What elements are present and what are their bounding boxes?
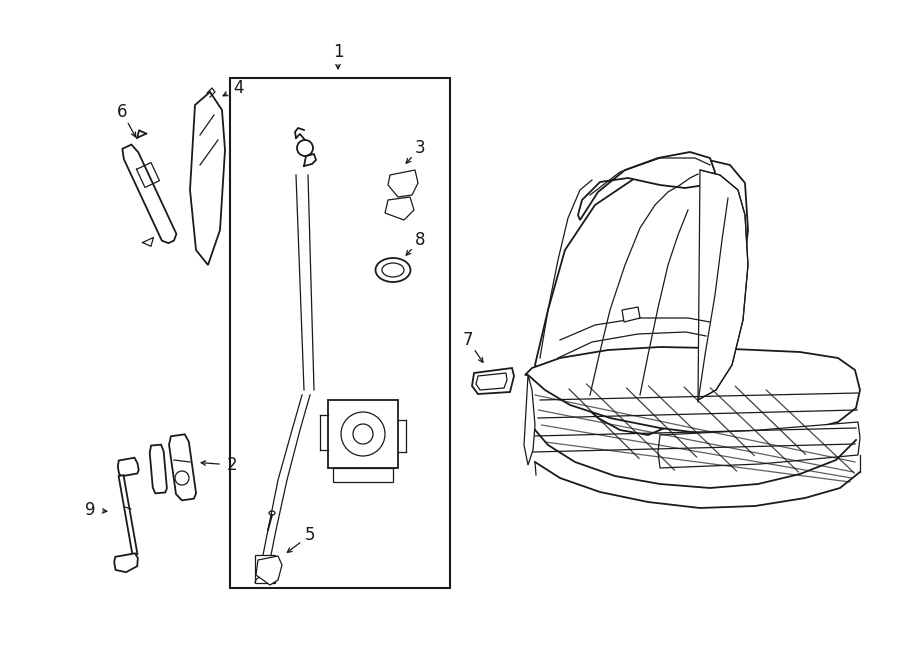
Polygon shape — [149, 445, 166, 493]
Polygon shape — [698, 170, 748, 400]
Polygon shape — [118, 457, 139, 477]
Polygon shape — [119, 475, 138, 555]
Bar — [230, 78, 450, 588]
Text: 9: 9 — [85, 501, 95, 519]
Bar — [328, 400, 398, 468]
Polygon shape — [525, 347, 860, 438]
Text: 7: 7 — [463, 331, 473, 349]
Polygon shape — [122, 145, 176, 243]
Polygon shape — [472, 368, 514, 394]
Polygon shape — [622, 307, 640, 322]
Text: 5: 5 — [305, 526, 315, 544]
Polygon shape — [169, 434, 196, 500]
Bar — [333, 468, 393, 482]
Text: 3: 3 — [415, 139, 426, 157]
Bar — [255, 555, 275, 583]
Polygon shape — [476, 373, 507, 390]
Text: 6: 6 — [117, 103, 127, 121]
Text: 4: 4 — [233, 79, 243, 97]
Polygon shape — [190, 92, 225, 265]
Polygon shape — [114, 553, 138, 572]
Text: 1: 1 — [333, 43, 343, 61]
Polygon shape — [524, 375, 535, 465]
Polygon shape — [256, 556, 282, 585]
Text: 2: 2 — [227, 456, 238, 474]
Polygon shape — [385, 197, 414, 220]
Polygon shape — [658, 422, 860, 468]
Text: 8: 8 — [415, 231, 425, 249]
Polygon shape — [578, 152, 715, 220]
Polygon shape — [535, 158, 748, 435]
Polygon shape — [388, 170, 418, 197]
